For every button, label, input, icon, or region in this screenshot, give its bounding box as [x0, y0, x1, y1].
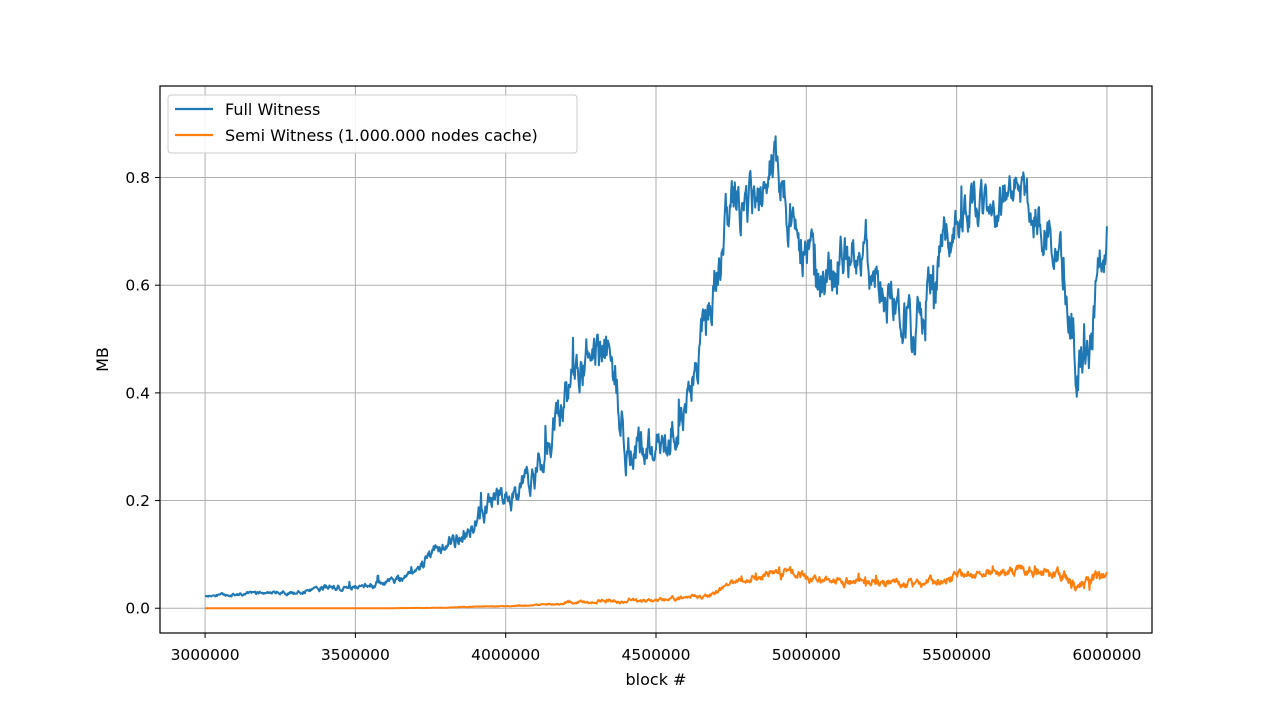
- x-tick-label: 3000000: [171, 646, 240, 664]
- x-tick-label: 6000000: [1072, 646, 1141, 664]
- series-line-full-witness: [204, 135, 1108, 598]
- x-tick-label: 5000000: [772, 646, 841, 664]
- y-tick-label: 0.2: [125, 492, 150, 510]
- x-axis-label: block #: [626, 670, 687, 689]
- y-tick-label: 0.0: [125, 600, 150, 618]
- y-tick-label: 0.6: [125, 277, 150, 295]
- series-line-semi-witness: [204, 564, 1108, 610]
- legend: Full Witness Semi Witness (1.000.000 nod…: [167, 94, 578, 154]
- x-tick-label: 5500000: [922, 646, 991, 664]
- x-tick-label: 4500000: [621, 646, 690, 664]
- y-tick-label: 0.8: [125, 169, 150, 187]
- legend-label-full-witness: Full Witness: [225, 100, 320, 119]
- grid: [160, 86, 1152, 633]
- legend-box: [167, 94, 578, 154]
- y-axis-label: MB: [93, 347, 112, 372]
- y-tick-label: 0.4: [125, 384, 150, 402]
- x-tick-label: 3500000: [321, 646, 390, 664]
- x-tick-label: 4000000: [471, 646, 540, 664]
- series-lines: [204, 135, 1108, 610]
- legend-label-semi-witness: Semi Witness (1.000.000 nodes cache): [225, 126, 538, 145]
- axis-ticks: 3000000 3500000 4000000 4500000 5000000 55000…: [125, 169, 1141, 664]
